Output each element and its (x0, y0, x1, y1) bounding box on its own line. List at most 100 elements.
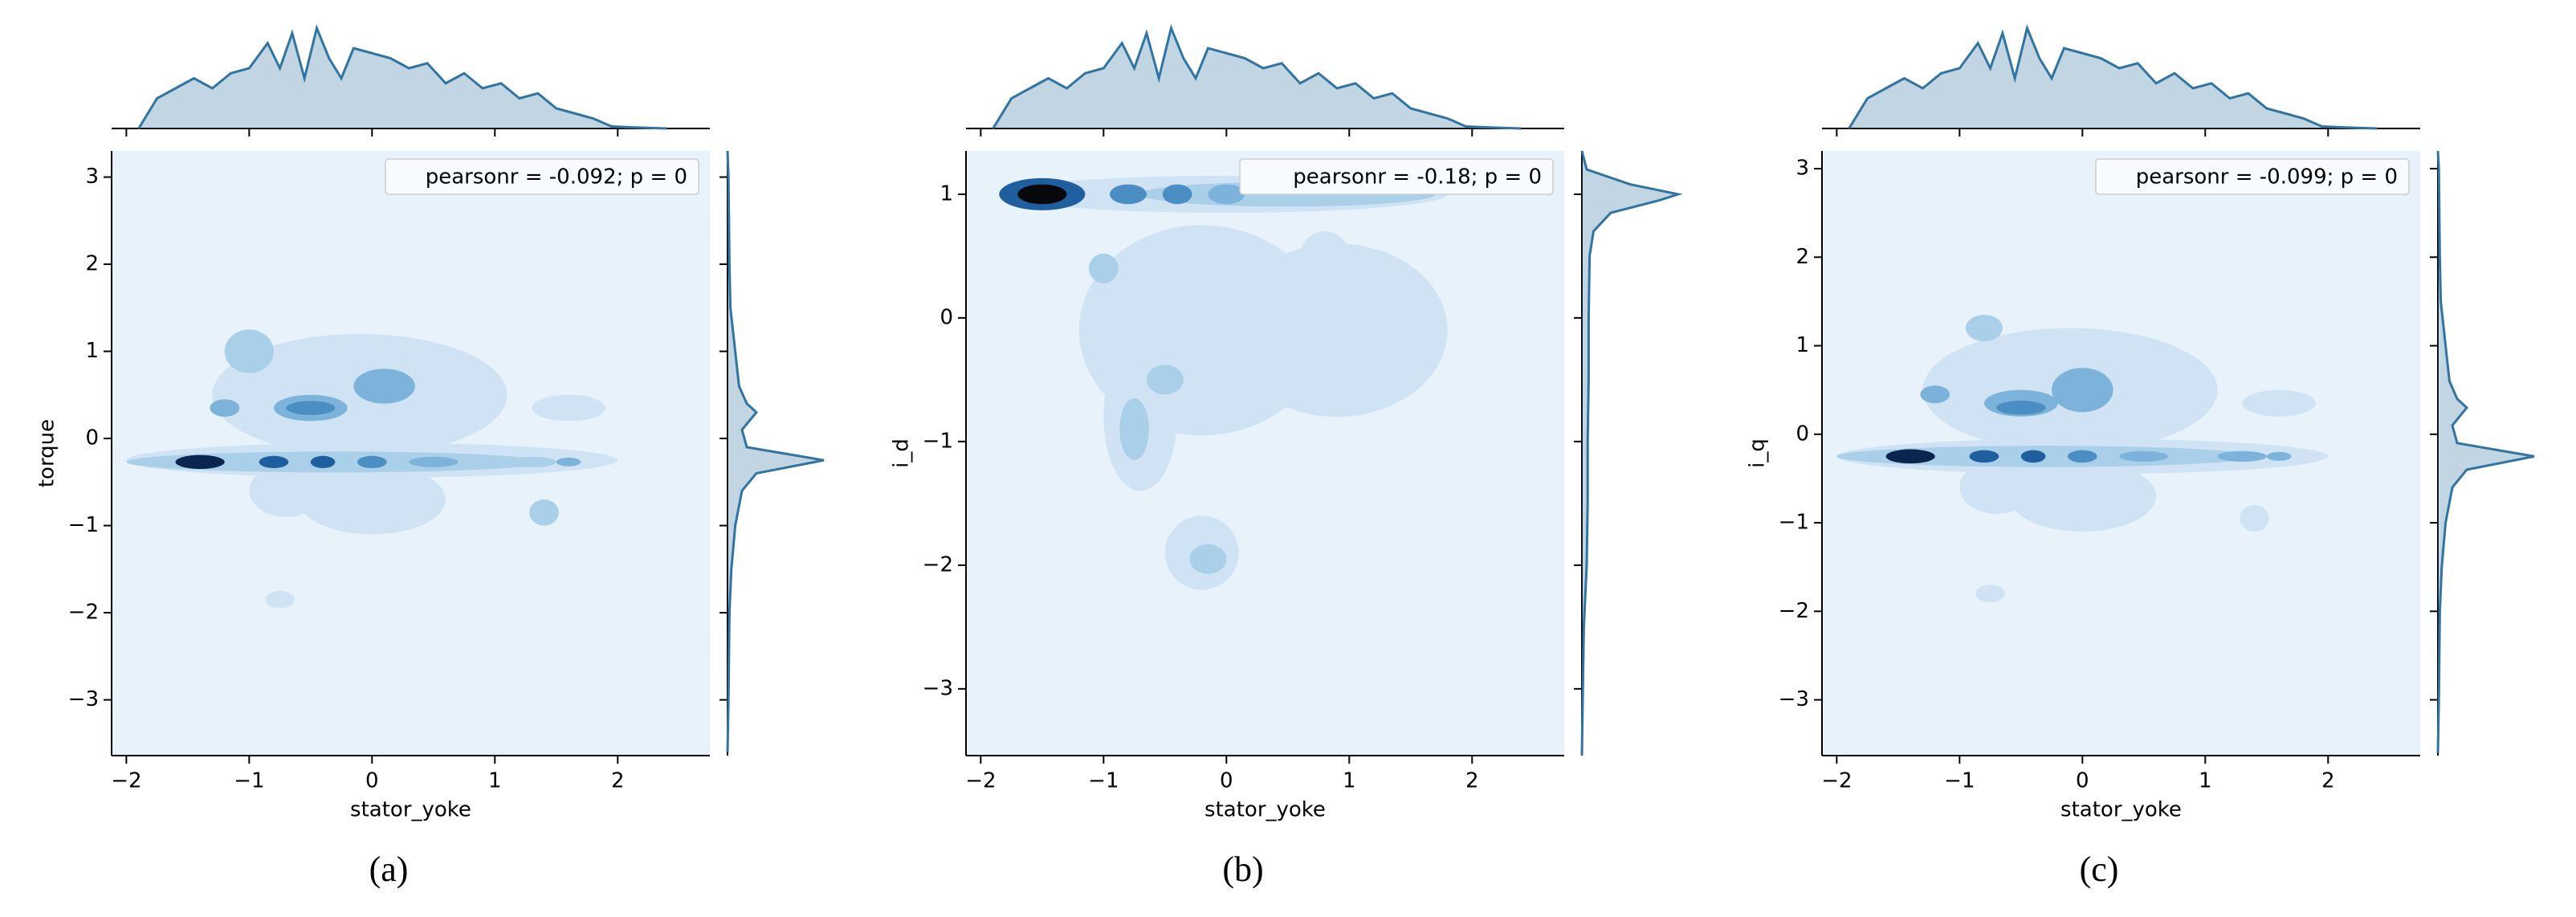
top-marginal-fill (1848, 28, 2378, 128)
panel: −2 −1 0 1 2 −3 −2 −1 0 1 2 3 stator_yoke i_q pearsonr … (1746, 24, 2535, 889)
density-contour (286, 401, 336, 415)
density-contour (1920, 385, 1950, 404)
top-marginal-line (137, 24, 667, 130)
x-tick-label: 2 (1465, 769, 1479, 793)
density-contour (1017, 184, 1067, 205)
right-marginal-line (726, 150, 825, 752)
density-contour (1119, 397, 1149, 460)
y-tick-label: −1 (1779, 511, 1809, 535)
legend-box (385, 158, 699, 195)
density-contour (2020, 450, 2046, 463)
x-tick-label: 2 (611, 769, 625, 793)
caption: (c) (2080, 850, 2119, 889)
density-contour (175, 454, 225, 470)
density-contour (2217, 450, 2267, 462)
y-tick-label: −1 (68, 513, 99, 537)
y-tick-label: 2 (1795, 245, 1809, 269)
density-contour (1226, 243, 1448, 418)
top-marginal-line (992, 24, 1522, 130)
right-marginal-line (2436, 150, 2535, 753)
y-tick-label: −1 (923, 429, 953, 453)
right-marginal-fill (728, 151, 824, 752)
density-contour (249, 464, 324, 517)
y-tick-label: −3 (68, 687, 99, 711)
panel: −2 −1 0 1 2 −3 −2 −1 0 1 stator_yoke i_d pearsonr = … (890, 24, 1683, 889)
density-contour (1208, 184, 1245, 205)
caption: (a) (369, 850, 409, 889)
density-contour (1300, 231, 1350, 281)
x-tick-label: 1 (488, 769, 502, 793)
density-contour (259, 455, 289, 468)
density-contour (532, 394, 605, 422)
x-tick-label: −1 (1944, 769, 1975, 793)
legend-box (2095, 158, 2410, 195)
density-contour (1189, 544, 1227, 574)
y-tick-label: 1 (85, 339, 99, 363)
x-tick-label: −2 (111, 769, 141, 793)
y-tick-label: −3 (1779, 687, 1809, 711)
caption: (b) (1222, 850, 1263, 889)
x-tick-label: 0 (2076, 769, 2089, 793)
legend-box (1239, 158, 1554, 195)
density-contour (224, 329, 274, 373)
x-tick-label: −1 (1088, 769, 1119, 793)
density-contour (1975, 585, 2005, 603)
density-contour (265, 590, 295, 609)
y-tick-label: 0 (85, 426, 99, 450)
y-tick-label: −2 (68, 601, 99, 625)
density-contour (1996, 400, 2046, 415)
x-axis-label: stator_yoke (2060, 798, 2182, 822)
density-contour (2008, 460, 2157, 532)
panel: −2 −1 0 1 2 −3 −2 −1 0 1 2 3 stator_yoke torque pearso… (35, 24, 825, 889)
density-contour (2067, 450, 2097, 463)
contours (999, 175, 1448, 590)
contours (1836, 314, 2329, 603)
density-contour (1146, 365, 1184, 395)
y-axis-label: i_q (1746, 438, 1770, 468)
y-tick-label: −3 (923, 676, 953, 700)
x-tick-label: 0 (1220, 769, 1233, 793)
x-tick-label: 1 (1343, 769, 1356, 793)
y-tick-label: 1 (1795, 333, 1809, 357)
y-tick-label: −2 (1779, 599, 1809, 623)
density-contour (2240, 504, 2269, 532)
density-contour (1885, 449, 1935, 464)
density-contour (298, 464, 446, 535)
x-tick-label: 2 (2321, 769, 2335, 793)
density-contour (507, 456, 556, 467)
density-contour (1969, 450, 1999, 463)
x-axis-label: stator_yoke (1204, 798, 1326, 822)
y-tick-label: 2 (85, 252, 99, 276)
density-contour (210, 399, 240, 417)
y-tick-label: −2 (923, 552, 953, 577)
y-axis-label: torque (35, 419, 59, 487)
density-contour (1965, 314, 2003, 342)
right-marginal-line (1580, 150, 1683, 756)
legend-text: pearsonr = -0.092; p = 0 (426, 165, 687, 190)
density-contour (1959, 460, 2034, 515)
y-tick-label: 0 (940, 305, 953, 329)
x-tick-label: 0 (365, 769, 379, 793)
top-marginal-fill (992, 28, 1522, 128)
x-axis-label: stator_yoke (350, 798, 471, 822)
top-marginal-fill (138, 28, 667, 128)
top-marginal-line (1848, 24, 2378, 130)
density-contour (409, 456, 459, 467)
right-marginal-fill (2438, 151, 2534, 753)
density-contour (357, 455, 387, 468)
density-contour (556, 457, 581, 467)
density-contour (2052, 368, 2113, 413)
y-tick-label: 0 (1795, 422, 1809, 446)
y-tick-label: 3 (85, 165, 99, 189)
y-axis-label: i_d (890, 438, 914, 468)
density-contour (529, 499, 559, 526)
density-contour (2242, 389, 2316, 417)
density-contour (1162, 184, 1192, 205)
density-contour (1088, 253, 1119, 283)
density-contour (310, 455, 336, 468)
y-tick-label: 3 (1795, 157, 1809, 181)
right-marginal-fill (1582, 151, 1678, 756)
density-contour (1836, 446, 2255, 467)
contours (126, 329, 618, 609)
